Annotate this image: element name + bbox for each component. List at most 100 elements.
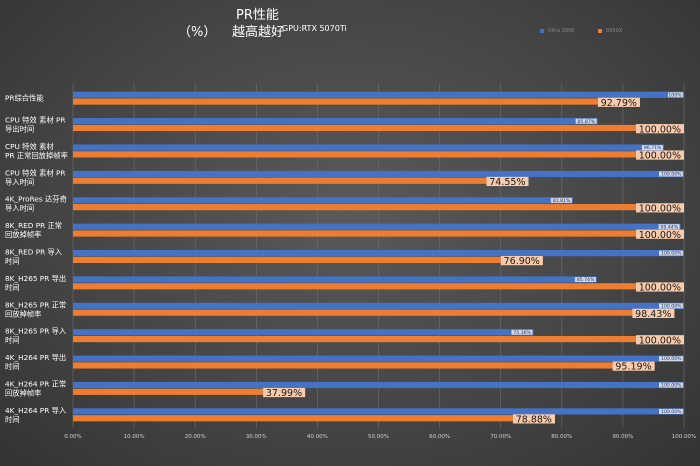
data-label-box-series-1 xyxy=(658,224,680,230)
category-label: 4K_H264 PR 导出时间 xyxy=(5,353,66,371)
data-label-series-1: 99.44% xyxy=(661,224,679,230)
data-label-series-1: 100.00% xyxy=(661,383,682,389)
bar-series-1 xyxy=(73,355,684,362)
category-label: 8K_H265 PR 导入时间 xyxy=(5,327,67,345)
category-label: 8K_H265 PR 正常回放掉帧率 xyxy=(5,300,66,318)
bar-series-2 xyxy=(73,151,684,158)
data-label-box-series-1 xyxy=(668,92,683,98)
bar-series-2 xyxy=(73,230,684,237)
data-label-box-series-1 xyxy=(659,171,683,177)
data-label-box-series-2 xyxy=(500,256,543,266)
data-label-series-2: 37.99% xyxy=(266,388,302,399)
legend-swatch-series-2 xyxy=(598,29,602,33)
data-label-series-1: 81.81% xyxy=(553,198,571,204)
category-label: 8K_RED PR 导入时间 xyxy=(5,248,63,266)
bar-series-2 xyxy=(73,98,640,105)
data-label-series-2: 98.43% xyxy=(635,309,671,320)
x-tick-label: 10.00% xyxy=(124,434,145,440)
category-label: CPU 特效 素材 PR 导出时间 xyxy=(5,116,65,134)
data-label-box-series-1 xyxy=(659,250,683,256)
category-label: 8K_H265 PR 导出时间 xyxy=(5,274,66,292)
legend-label-series-2: 9950X xyxy=(606,28,623,34)
category-label: CPU 特效 素材 PR 导入时间 xyxy=(5,168,65,186)
bar-series-1 xyxy=(73,408,684,415)
data-label-series-2: 100.00% xyxy=(639,283,681,294)
data-label-box-series-1 xyxy=(574,276,596,282)
bar-series-1 xyxy=(73,118,598,125)
data-label-box-series-2 xyxy=(512,414,555,424)
data-label-box-series-2 xyxy=(636,229,684,239)
bar-series-2 xyxy=(73,415,555,422)
bar-series-1 xyxy=(73,302,684,309)
data-label-series-2: 74.55% xyxy=(489,177,525,188)
data-label-box-series-2 xyxy=(486,176,529,187)
data-label-box-series-2 xyxy=(597,97,640,107)
data-label-box-series-1 xyxy=(659,356,683,362)
data-label-series-1: 85.87% xyxy=(578,119,596,125)
data-label-series-2: 76.90% xyxy=(504,256,540,267)
x-tick-label: 90.00% xyxy=(612,434,633,440)
data-label-box-series-2 xyxy=(612,361,655,371)
data-label-box-series-1 xyxy=(575,118,597,124)
legend-swatch-series-1 xyxy=(540,29,544,33)
data-label-series-2: 100.00% xyxy=(639,124,681,135)
category-label: 4K_H264 PR 导入时间 xyxy=(5,406,67,424)
data-label-box-series-1 xyxy=(659,408,683,414)
bar-series-1 xyxy=(73,250,684,257)
x-tick-label: 80.00% xyxy=(551,434,572,440)
bar-series-2 xyxy=(73,177,529,184)
x-tick-label: 60.00% xyxy=(429,434,450,440)
data-label-box-series-2 xyxy=(636,124,684,134)
chart-note: 越高越好 xyxy=(232,25,285,40)
bar-series-2 xyxy=(73,362,655,369)
legend-item-series-1: Ultra 285K xyxy=(540,28,575,34)
category-label: 4K_ProRes 达芬奇导入时间 xyxy=(5,195,67,213)
x-tick-label: 30.00% xyxy=(246,434,267,440)
bar-series-2 xyxy=(73,124,684,132)
data-label-box-series-2 xyxy=(636,150,684,160)
data-label-series-1: 100.00% xyxy=(661,409,682,415)
data-label-series-2: 100.00% xyxy=(639,335,681,346)
x-tick-label: 50.00% xyxy=(368,434,389,440)
legend-label-series-1: Ultra 285K xyxy=(548,28,575,34)
x-tick-label: 40.00% xyxy=(307,434,328,440)
bar-series-2 xyxy=(73,335,684,343)
x-tick-label: 70.00% xyxy=(490,434,511,440)
bar-series-1 xyxy=(73,329,534,336)
x-tick-label: 20.00% xyxy=(185,434,206,440)
bar-series-1 xyxy=(73,170,684,178)
legend-item-series-2: 9950X xyxy=(598,28,622,34)
bar-series-1 xyxy=(73,276,597,283)
data-label-box-series-2 xyxy=(636,282,684,292)
bar-series-2 xyxy=(73,256,543,263)
data-label-series-1: 75.36% xyxy=(513,330,531,336)
data-label-series-1: 85.74% xyxy=(577,277,595,283)
data-label-series-2: 78.88% xyxy=(516,415,552,426)
data-label-series-1: 100.00% xyxy=(661,251,682,257)
chart-title: PR性能 xyxy=(236,8,279,23)
bar-series-1 xyxy=(73,223,681,230)
data-label-series-1: 100.00% xyxy=(661,303,682,309)
data-label-series-1: 96.71% xyxy=(644,145,662,151)
data-label-series-2: 92.79% xyxy=(601,98,637,109)
data-label-box-series-1 xyxy=(641,145,663,151)
data-label-series-2: 100.00% xyxy=(639,230,681,241)
data-label-box-series-2 xyxy=(632,308,675,318)
data-label-series-2: 100.00% xyxy=(639,151,681,162)
category-label: CPU 特效 素材 PR 正常回放掉帧率 xyxy=(5,142,68,160)
data-label-series-1: 100.00% xyxy=(661,356,682,362)
data-label-box-series-1 xyxy=(659,382,683,388)
data-label-series-2: 100.00% xyxy=(639,203,681,214)
data-label-box-series-2 xyxy=(263,387,306,398)
data-label-series-2: 95.19% xyxy=(615,362,651,373)
data-label-box-series-2 xyxy=(636,335,684,345)
x-tick-label: 100.00% xyxy=(672,434,696,440)
bar-series-2 xyxy=(73,204,684,211)
bar-series-1 xyxy=(73,91,684,98)
bar-series-2 xyxy=(73,309,675,316)
category-label: 8K_RED PR 正常回放掉帧率 xyxy=(5,221,62,239)
bar-series-1 xyxy=(73,144,664,151)
data-label-box-series-1 xyxy=(511,329,533,335)
bar-series-2 xyxy=(73,283,684,290)
